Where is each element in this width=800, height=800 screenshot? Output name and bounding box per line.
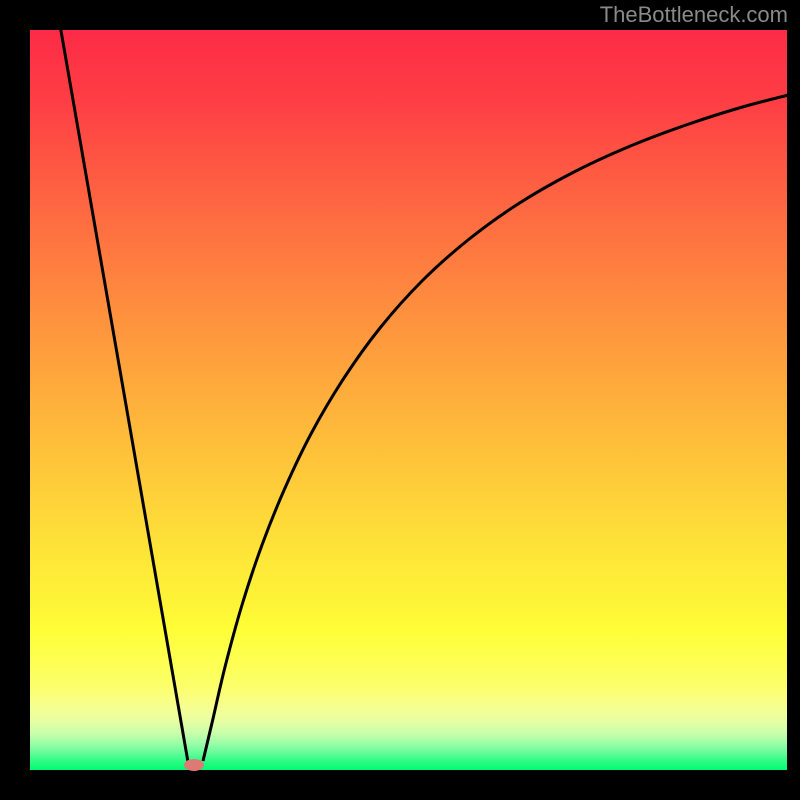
curve-left-segment	[60, 25, 188, 762]
valley-marker	[184, 759, 204, 771]
chart-container: TheBottleneck.com	[0, 0, 800, 800]
curve-layer	[30, 30, 787, 770]
plot-area	[30, 30, 787, 770]
watermark-label: TheBottleneck.com	[600, 2, 788, 28]
curve-right-segment	[203, 88, 800, 761]
